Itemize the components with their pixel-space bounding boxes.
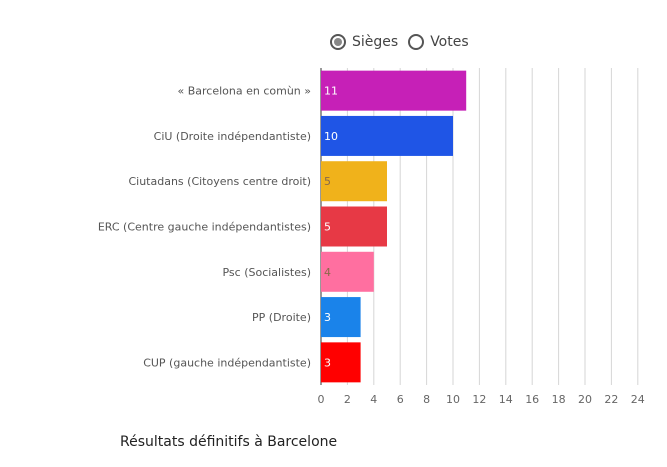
x-tick-label: 14 bbox=[499, 393, 513, 406]
votes-label: Votes bbox=[430, 34, 469, 50]
bar-0 bbox=[321, 70, 467, 111]
x-tick-label: 10 bbox=[446, 393, 460, 406]
x-tick-label: 8 bbox=[423, 393, 430, 406]
bar-value-label: 5 bbox=[324, 175, 331, 188]
x-tick-label: 0 bbox=[318, 393, 325, 406]
x-tick-label: 12 bbox=[472, 393, 486, 406]
x-tick-label: 16 bbox=[525, 393, 539, 406]
bar-2 bbox=[321, 161, 387, 202]
x-tick-label: 18 bbox=[552, 393, 566, 406]
seats-radio[interactable] bbox=[330, 34, 346, 50]
seats-option[interactable]: Sièges bbox=[330, 34, 398, 50]
x-tick-label: 22 bbox=[604, 393, 618, 406]
x-tick-label: 4 bbox=[370, 393, 377, 406]
category-label: ERC (Centre gauche indépendantistes) bbox=[98, 221, 311, 234]
bar-value-label: 5 bbox=[324, 221, 331, 234]
chart-caption: Résultats définitifs à Barcelone bbox=[120, 434, 338, 450]
bar-1 bbox=[321, 115, 453, 156]
category-label: PP (Droite) bbox=[252, 311, 311, 324]
bar-value-label: 10 bbox=[324, 130, 338, 143]
x-tick-label: 24 bbox=[631, 393, 645, 406]
bar-value-label: 11 bbox=[324, 85, 338, 98]
category-label: « Barcelona en comùn » bbox=[177, 85, 311, 98]
bar-6 bbox=[321, 342, 361, 383]
bar-3 bbox=[321, 206, 387, 247]
category-label: CiU (Droite indépendantiste) bbox=[154, 130, 311, 143]
x-tick-label: 20 bbox=[578, 393, 592, 406]
bar-5 bbox=[321, 297, 361, 338]
category-label: Ciutadans (Citoyens centre droit) bbox=[128, 175, 311, 188]
category-label: Psc (Socialistes) bbox=[222, 266, 311, 279]
votes-radio[interactable] bbox=[408, 34, 425, 50]
view-toggle: Sièges Votes bbox=[330, 34, 479, 50]
bar-4 bbox=[321, 251, 374, 292]
seats-label: Sièges bbox=[352, 34, 399, 50]
x-tick-label: 2 bbox=[344, 393, 351, 406]
bar-value-label: 3 bbox=[324, 356, 331, 369]
x-tick-label: 6 bbox=[397, 393, 404, 406]
category-label: CUP (gauche indépendantiste) bbox=[143, 356, 311, 369]
votes-option[interactable]: Votes bbox=[408, 34, 469, 50]
bar-value-label: 3 bbox=[324, 311, 331, 324]
bar-value-label: 4 bbox=[324, 266, 331, 279]
